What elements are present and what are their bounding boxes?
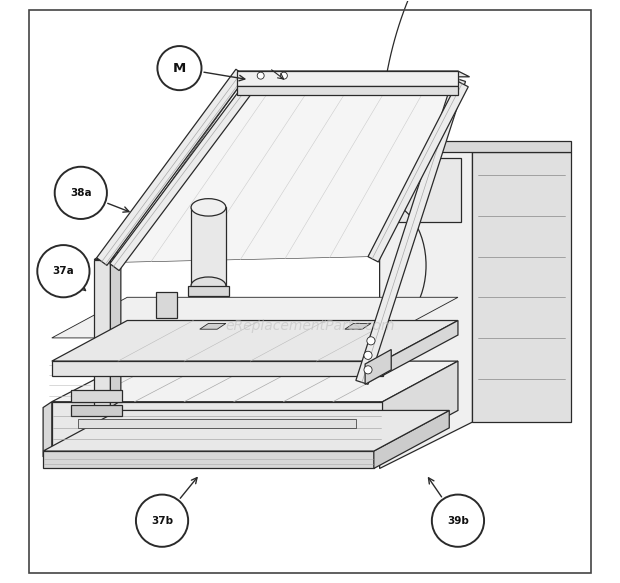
Circle shape bbox=[257, 72, 264, 79]
Polygon shape bbox=[345, 324, 371, 329]
Polygon shape bbox=[379, 152, 472, 469]
Polygon shape bbox=[383, 361, 458, 451]
Text: 37b: 37b bbox=[151, 516, 173, 526]
Polygon shape bbox=[94, 259, 110, 408]
Polygon shape bbox=[71, 390, 122, 402]
Polygon shape bbox=[43, 402, 52, 457]
Polygon shape bbox=[368, 82, 468, 262]
Circle shape bbox=[37, 245, 89, 297]
Polygon shape bbox=[237, 86, 458, 96]
Polygon shape bbox=[191, 208, 226, 286]
Polygon shape bbox=[97, 69, 246, 265]
Text: 37a: 37a bbox=[53, 266, 74, 276]
Polygon shape bbox=[52, 361, 458, 402]
Circle shape bbox=[157, 46, 202, 90]
Ellipse shape bbox=[191, 199, 226, 216]
Polygon shape bbox=[200, 324, 226, 329]
Circle shape bbox=[432, 494, 484, 547]
Text: 39b: 39b bbox=[447, 516, 469, 526]
Polygon shape bbox=[110, 82, 255, 271]
Polygon shape bbox=[365, 350, 391, 384]
Polygon shape bbox=[43, 410, 450, 451]
Polygon shape bbox=[374, 410, 450, 469]
Polygon shape bbox=[391, 158, 461, 222]
Polygon shape bbox=[383, 321, 458, 375]
Polygon shape bbox=[94, 252, 121, 259]
Circle shape bbox=[364, 352, 372, 359]
Text: eReplacementParts.com: eReplacementParts.com bbox=[225, 319, 395, 333]
Polygon shape bbox=[43, 451, 374, 469]
Polygon shape bbox=[52, 297, 458, 338]
Circle shape bbox=[55, 167, 107, 219]
Text: 38a: 38a bbox=[70, 188, 92, 198]
Polygon shape bbox=[156, 292, 177, 318]
Polygon shape bbox=[52, 361, 383, 375]
Polygon shape bbox=[188, 286, 229, 296]
Polygon shape bbox=[110, 252, 121, 408]
Polygon shape bbox=[71, 405, 122, 416]
Circle shape bbox=[367, 337, 375, 345]
Polygon shape bbox=[52, 321, 458, 361]
Polygon shape bbox=[379, 141, 571, 152]
Polygon shape bbox=[356, 78, 466, 384]
Circle shape bbox=[136, 494, 188, 547]
Polygon shape bbox=[78, 419, 356, 428]
Text: M: M bbox=[173, 62, 186, 75]
Polygon shape bbox=[113, 84, 461, 262]
Polygon shape bbox=[52, 402, 383, 451]
Circle shape bbox=[364, 366, 372, 374]
Polygon shape bbox=[472, 152, 571, 422]
Ellipse shape bbox=[191, 277, 226, 294]
Circle shape bbox=[280, 72, 288, 79]
Polygon shape bbox=[237, 71, 458, 86]
Polygon shape bbox=[237, 71, 469, 77]
